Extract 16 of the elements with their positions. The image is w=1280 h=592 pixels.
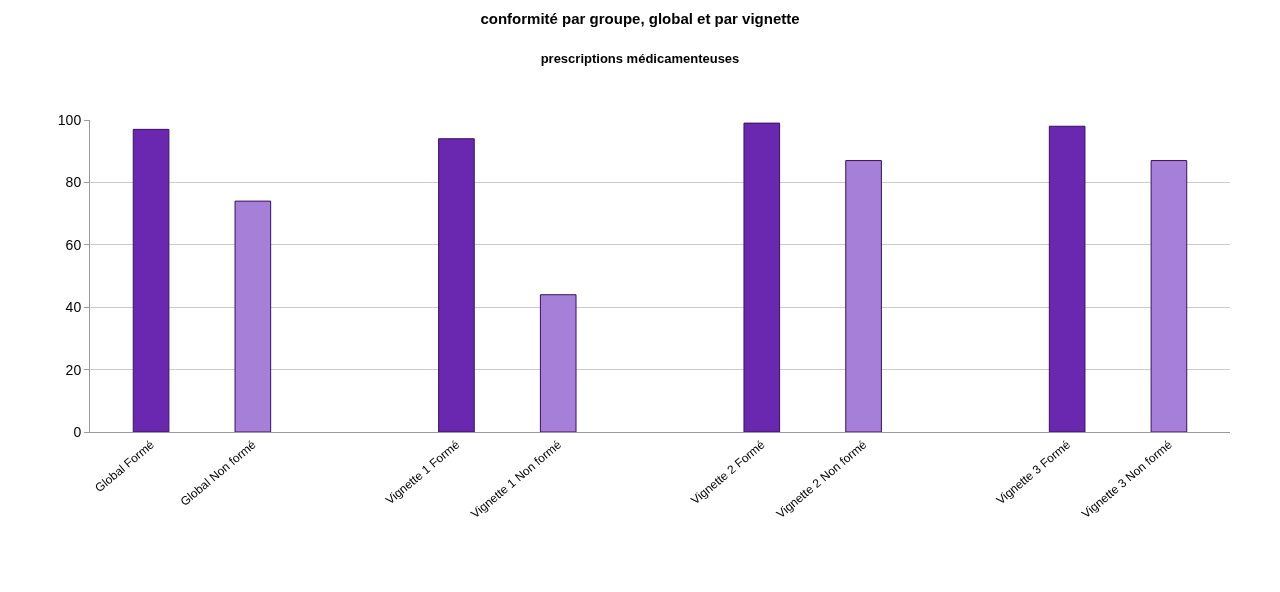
bar (1150, 160, 1188, 432)
y-tick-label: 0 (73, 423, 82, 440)
y-tick-label: 80 (65, 174, 82, 191)
y-tick-label: 100 (57, 111, 82, 128)
y-tick-label: 40 (65, 299, 82, 316)
y-tick-label: 20 (65, 361, 82, 378)
bar (539, 294, 577, 432)
bar (1048, 125, 1086, 432)
bar (234, 200, 272, 432)
bar (743, 122, 781, 432)
chart-title: conformité par groupe, global et par vignette (480, 9, 800, 27)
bar (438, 138, 475, 432)
bar (132, 128, 170, 432)
y-tick-label: 60 (65, 236, 82, 253)
chart-subtitle: prescriptions médicamenteuses (540, 50, 740, 66)
bar (845, 160, 882, 432)
